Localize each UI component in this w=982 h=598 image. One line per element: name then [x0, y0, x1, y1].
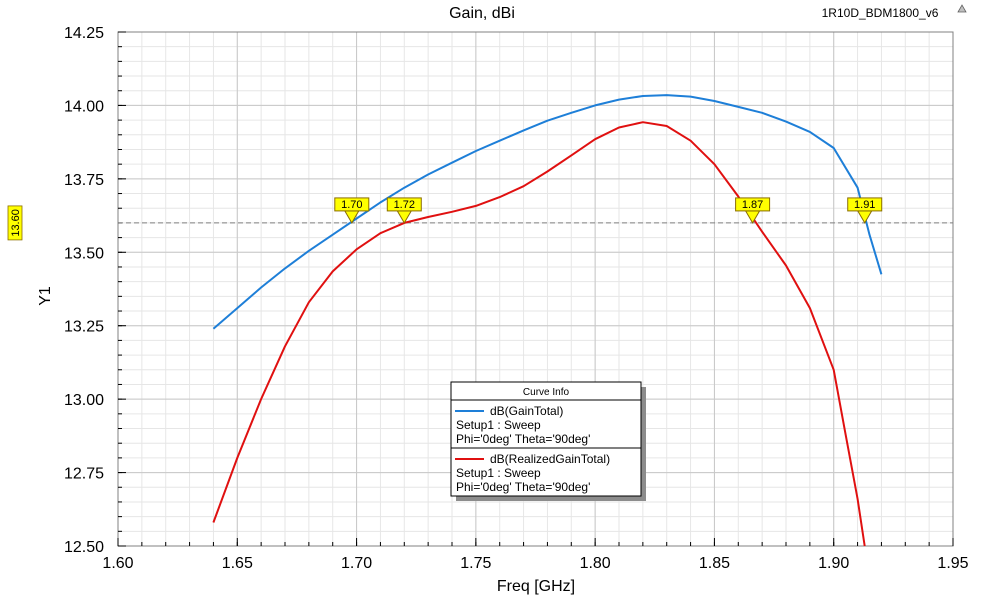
- x-tick-label: 1.75: [460, 555, 491, 572]
- reference-line-tag[interactable]: 13.60: [7, 205, 23, 241]
- x-tick-label: 1.95: [937, 555, 968, 572]
- y-tick-label: 12.50: [64, 539, 104, 556]
- marker-tag: [847, 197, 883, 212]
- y-axis-label: Y1: [37, 286, 54, 306]
- y-tick-label: 13.50: [64, 245, 104, 262]
- x-tick-label: 1.70: [341, 555, 372, 572]
- marker-tag: [735, 197, 771, 212]
- marker-label: 1.87: [742, 199, 763, 211]
- x-axis-label: Freq [GHz]: [497, 578, 575, 595]
- marker-tag: [386, 197, 422, 212]
- x-tick-label: 1.85: [699, 555, 730, 572]
- marker-label: 1.70: [341, 199, 362, 211]
- x-tick-label: 1.60: [102, 555, 133, 572]
- legend-entry-variables: Phi='0deg' Theta='90deg': [456, 480, 590, 494]
- legend-entry-name: dB(GainTotal): [490, 404, 563, 418]
- x-axis-ticks: 1.60 1.65 1.70 1.75 1.80 1.85 1.90 1.95: [102, 538, 969, 572]
- collapse-arrow-icon[interactable]: [957, 4, 967, 13]
- y-tick-label: 12.75: [64, 466, 104, 483]
- chart-title: Gain, dBi: [449, 5, 515, 22]
- series-realized-gain-total: [212, 121, 866, 547]
- marker-1-87[interactable]: 1.87: [735, 197, 771, 224]
- series-layer: [212, 94, 883, 547]
- marker-label: 1.72: [394, 199, 415, 211]
- y-tick-label: 13.25: [64, 319, 104, 336]
- y-axis-ticks: 12.50 12.75 13.00 13.25 13.50 13.75 14.00 14.25: [64, 25, 126, 556]
- y-tick-label: 13.00: [64, 392, 104, 409]
- marker-1-70[interactable]: 1.70: [334, 197, 370, 224]
- legend-entry-setup: Setup1 : Sweep: [456, 466, 541, 480]
- reference-line-value: 13.60: [10, 209, 22, 237]
- plot-frame: [117, 31, 954, 547]
- project-name: 1R10D_BDM1800_v6: [822, 6, 939, 20]
- marker-pointer: [856, 210, 873, 224]
- legend-entry-setup: Setup1 : Sweep: [456, 418, 541, 432]
- marker-1-91[interactable]: 1.91: [847, 197, 883, 224]
- marker-tag: [334, 197, 370, 212]
- x-tick-label: 1.90: [818, 555, 849, 572]
- y-tick-label: 13.75: [64, 172, 104, 189]
- x-tick-label: 1.65: [222, 555, 253, 572]
- marker-pointer: [744, 210, 761, 224]
- marker-1-72[interactable]: 1.72: [386, 197, 422, 224]
- y-tick-label: 14.00: [64, 98, 104, 115]
- legend-entry-name: dB(RealizedGainTotal): [490, 452, 610, 466]
- x-tick-label: 1.80: [580, 555, 611, 572]
- legend-title: Curve Info: [523, 387, 570, 398]
- y-tick-label: 14.25: [64, 25, 104, 42]
- curve-info-legend[interactable]: Curve Info dB(GainTotal) Setup1 : Sweep …: [450, 381, 646, 501]
- marker-layer: 1.70 1.72 1.87 1.91: [334, 197, 883, 224]
- legend-entry-variables: Phi='0deg' Theta='90deg': [456, 432, 590, 446]
- marker-label: 1.91: [854, 199, 875, 211]
- series-gain-total: [212, 94, 883, 330]
